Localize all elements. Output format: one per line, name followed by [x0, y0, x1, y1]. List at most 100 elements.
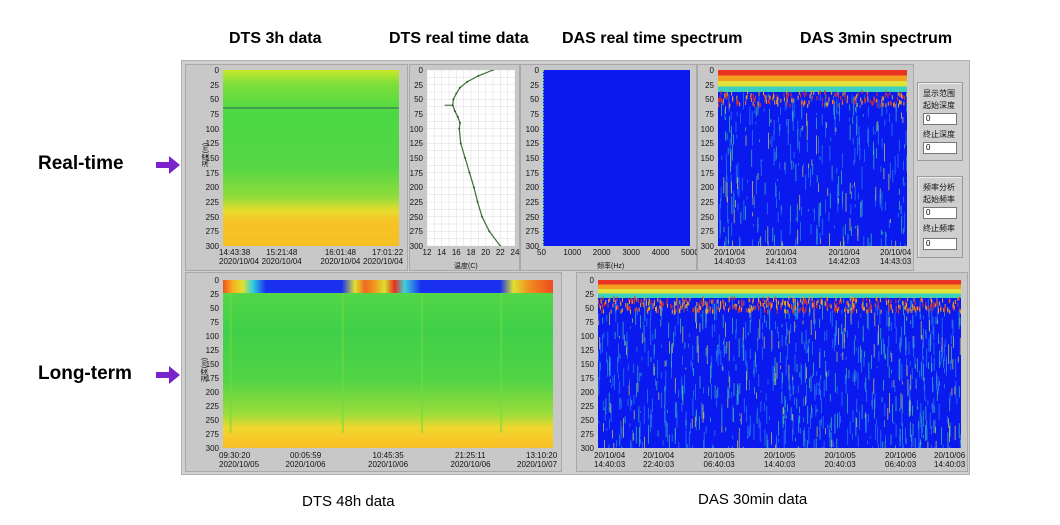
waterfall-streak [735, 304, 737, 309]
waterfall-streak [830, 137, 832, 141]
waterfall-streak [762, 332, 763, 340]
waterfall-streak [717, 345, 718, 348]
waterfall-streak [912, 423, 914, 436]
waterfall-streak [733, 408, 734, 422]
depth-tick-label: 50 [530, 95, 539, 105]
waterfall-streak [874, 131, 876, 135]
waterfall-streak [905, 303, 907, 308]
waterfall-streak [735, 319, 737, 333]
temperature-point [456, 115, 459, 118]
waterfall-streak [909, 401, 910, 412]
waterfall-streak [869, 301, 871, 306]
waterfall-streak [820, 390, 821, 400]
waterfall-streak [781, 324, 783, 328]
waterfall-streak [728, 390, 730, 399]
spectrum-edge-mark [543, 85, 544, 87]
waterfall-streak [766, 320, 767, 328]
waterfall-streak [887, 317, 889, 327]
waterfall-streak [677, 304, 679, 309]
waterfall-streak [791, 98, 793, 103]
waterfall-streak [826, 371, 828, 377]
waterfall-streak [813, 308, 815, 324]
waterfall-streak [930, 297, 932, 302]
waterfall-streak [932, 384, 934, 393]
waterfall-streak [808, 163, 810, 169]
waterfall-streak [815, 438, 817, 448]
waterfall-streak [924, 384, 926, 400]
waterfall-streak [848, 369, 850, 379]
waterfall-streak [656, 380, 658, 391]
frequency-analysis-panel: 频率分析 起始频率 0 终止频率 0 [917, 176, 963, 258]
waterfall-streak [601, 334, 603, 353]
waterfall-streak [837, 183, 838, 203]
waterfall-streak [613, 442, 615, 448]
waterfall-streak [831, 90, 833, 95]
waterfall-streak [869, 299, 871, 304]
waterfall-streak [780, 107, 781, 115]
waterfall-streak [623, 418, 624, 438]
waterfall-streak [822, 416, 824, 429]
waterfall-streak [725, 95, 727, 100]
waterfall-streak [942, 444, 944, 448]
waterfall-streak [883, 168, 885, 180]
waterfall-streak [758, 298, 760, 303]
waterfall-streak [741, 301, 743, 306]
depth-tick-label: 75 [210, 110, 219, 119]
waterfall-streak [952, 301, 954, 306]
waterfall-streak [918, 421, 919, 430]
waterfall-streak [791, 97, 793, 115]
waterfall-streak [829, 193, 831, 209]
waterfall-streak [776, 309, 778, 314]
waterfall-streak [812, 341, 813, 356]
waterfall-streak [867, 106, 869, 117]
waterfall-streak [655, 309, 657, 313]
start-depth-input[interactable]: 0 [923, 113, 957, 125]
waterfall-streak [630, 297, 632, 302]
waterfall-streak [839, 411, 840, 428]
waterfall-streak [808, 165, 809, 178]
header-das-3min: DAS 3min spectrum [800, 30, 953, 47]
temp-tick-label: 12 [422, 248, 432, 257]
waterfall-streak [794, 305, 796, 310]
waterfall-streak [828, 212, 830, 221]
waterfall-streak [851, 94, 853, 103]
waterfall-streak [785, 415, 787, 419]
time-tick-label: 21:25:11 [455, 451, 486, 460]
end-depth-input[interactable]: 0 [923, 142, 957, 154]
waterfall-streak [779, 191, 780, 201]
waterfall-streak [901, 216, 903, 234]
waterfall-streak [678, 389, 680, 398]
start-frequency-input[interactable]: 0 [923, 207, 957, 219]
waterfall-streak [804, 100, 806, 105]
waterfall-streak [728, 341, 730, 361]
waterfall-streak [845, 193, 847, 212]
waterfall-streak [630, 439, 631, 448]
spectrum-edge-mark [543, 148, 544, 150]
waterfall-streak [786, 327, 788, 331]
waterfall-streak [724, 306, 725, 311]
waterfall-streak [795, 217, 797, 221]
waterfall-streak [763, 336, 765, 349]
waterfall-streak [891, 353, 893, 362]
waterfall-streak [645, 298, 647, 303]
waterfall-streak [867, 309, 869, 314]
waterfall-streak [767, 226, 769, 245]
waterfall-streak [803, 93, 805, 98]
waterfall-streak [821, 114, 823, 125]
waterfall-streak [936, 390, 938, 401]
waterfall-streak [895, 396, 897, 412]
waterfall-streak [816, 371, 818, 376]
waterfall-streak [754, 387, 755, 395]
waterfall-streak [647, 350, 649, 367]
waterfall-streak [841, 170, 842, 185]
end-frequency-input[interactable]: 0 [923, 238, 957, 250]
waterfall-streak [923, 378, 924, 382]
waterfall-streak [861, 304, 863, 309]
waterfall-streak [915, 306, 917, 311]
depth-tick-label: 275 [205, 227, 219, 237]
waterfall-streak [960, 309, 961, 314]
waterfall-streak [773, 120, 775, 135]
waterfall-streak [718, 308, 720, 313]
waterfall-streak [748, 309, 750, 313]
waterfall-streak [747, 90, 748, 95]
